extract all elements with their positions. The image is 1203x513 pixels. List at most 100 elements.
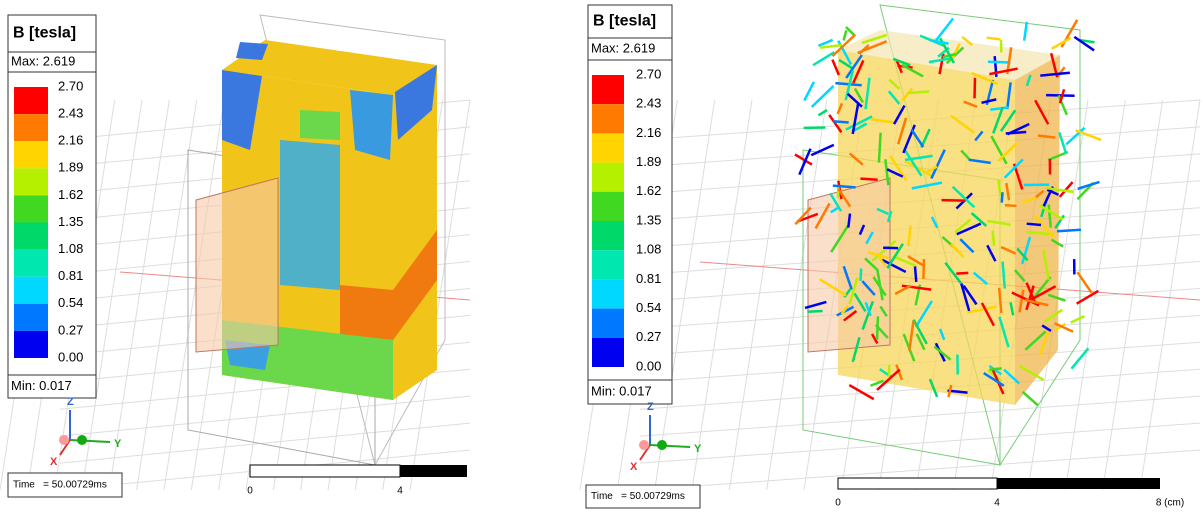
axis-label-z: Z [647,401,654,413]
legend-level: 0.00 [636,358,661,373]
field-arrow [908,91,929,93]
scale-black [997,478,1160,489]
field-arrow [1046,95,1075,96]
legend-level: 1.08 [636,242,661,257]
screenshot: B [tesla]Max: 2.619Min: 0.0172.702.432.1… [0,0,1203,513]
field-arrow [1052,38,1071,49]
axis-label-y: Y [694,443,702,455]
scale-label: 4 [397,486,403,497]
legend-level: 2.43 [636,96,661,111]
field-arrow [813,52,834,65]
field-arrow [807,311,822,312]
floor-grid [1140,100,1200,490]
field-arrow [987,38,1001,40]
scale-label: 0 [835,498,841,509]
field-arrow [879,133,881,163]
axis-origin [77,435,87,445]
scale-label: 0 [247,486,253,497]
legend-max: Max: 2.619 [591,40,655,55]
field-arrow [942,200,966,201]
legend-swatch [14,195,48,222]
floor-grid [1065,100,1125,490]
legend-level: 1.89 [58,160,83,175]
legend-level: 1.08 [58,241,83,256]
axis-label-x: X [50,456,58,468]
field-arrow [818,110,827,115]
legend-level: 0.00 [58,349,83,364]
field-arrow [988,62,1011,63]
floor-grid [109,100,169,490]
field-arrow [1074,37,1094,51]
axis-label-y: Y [114,438,122,450]
field-arrow [1002,192,1003,202]
field-arrow [860,179,877,180]
legend-swatch [14,168,48,195]
legend-max: Max: 2.619 [11,53,75,68]
legend-swatch [14,141,48,168]
field-arrow [848,214,850,228]
legend-level: 1.62 [58,187,83,202]
legend-swatch [14,87,48,114]
legend-swatch [592,309,624,338]
field-arrow [956,273,968,274]
field-arrow [844,30,847,40]
legend-swatch [14,304,48,331]
floor-grid [640,423,1200,463]
axis-y [70,440,110,442]
field-arrow [935,18,953,42]
field-arrow [989,368,1001,369]
field-arrow [818,40,832,46]
legend-level: 0.54 [58,295,83,310]
legend-level: 1.62 [636,183,661,198]
field-arrow [1024,22,1027,41]
axis-origin [657,440,667,450]
floor-grid [60,423,470,463]
legend-level: 0.81 [58,268,83,283]
time-label: Time = 50.00729ms [591,491,685,502]
field-arrow [1027,224,1041,225]
field-arrow [1071,316,1085,322]
field-arrow [804,82,814,101]
field-arrow [1059,132,1066,153]
legend-swatch [592,279,624,308]
scale-label: 4 [994,498,1000,509]
time-label: Time = 50.00729ms [13,480,107,491]
field-arrow [849,385,873,399]
field-arrow [833,186,856,188]
legend-swatch [592,338,624,367]
legend-swatch [592,221,624,250]
scale-white [838,478,997,489]
field-arrow [812,86,834,107]
field-arrow [993,231,994,246]
legend-swatch [14,277,48,304]
legend-level: 1.89 [636,154,661,169]
field-arrow [1057,230,1081,232]
legend-min: Min: 0.017 [591,383,652,398]
legend-level: 0.54 [636,300,661,315]
field-arrow [1005,205,1017,206]
legend-swatch [14,250,48,277]
axis-origin [59,435,69,445]
legend-level: 1.35 [58,214,83,229]
legend-level: 0.81 [636,271,661,286]
axis-label-z: Z [67,396,74,408]
model-left [188,15,445,465]
model-right [795,5,1101,465]
scale-black [400,465,467,477]
legend-min: Min: 0.017 [11,378,72,393]
floor-grid [60,396,470,436]
axis-y [650,445,690,447]
legend-swatch [592,104,624,133]
field-arrow [820,45,841,48]
legend-swatch [592,192,624,221]
legend-swatch [14,331,48,358]
legend-swatch [14,223,48,250]
field-arrow [832,60,838,75]
legend-swatch [592,75,624,104]
legend-level: 2.70 [58,78,83,93]
field-arrow [833,121,849,122]
legend-title: B [tesla] [593,13,656,30]
scale-label: 8 (cm) [1156,498,1184,509]
legend-swatch [592,250,624,279]
legend-swatch [14,114,48,141]
